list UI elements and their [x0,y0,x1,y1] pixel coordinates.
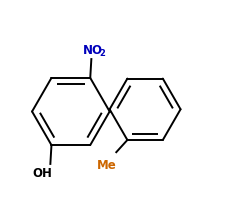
Text: OH: OH [32,167,52,180]
Text: 2: 2 [100,49,106,58]
Text: NO: NO [82,44,102,57]
Text: Me: Me [96,159,116,172]
